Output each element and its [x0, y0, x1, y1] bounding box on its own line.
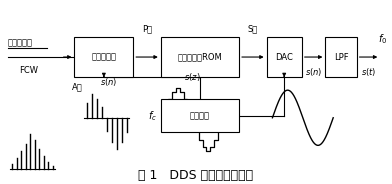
Text: FCW: FCW — [19, 66, 38, 75]
Text: 频率控制字: 频率控制字 — [8, 39, 33, 48]
Text: 相位累加器: 相位累加器 — [91, 53, 116, 61]
Text: P位: P位 — [142, 24, 152, 33]
Text: 参考时钟: 参考时钟 — [190, 112, 210, 120]
Text: A位: A位 — [72, 83, 83, 92]
Text: 图 1   DDS 输出的原理框图: 图 1 DDS 输出的原理框图 — [138, 169, 254, 182]
Text: DAC: DAC — [275, 53, 293, 61]
Text: $s(n)$: $s(n)$ — [100, 76, 118, 88]
Text: $s(z)$: $s(z)$ — [184, 71, 200, 83]
Text: 正弦查询表ROM: 正弦查询表ROM — [178, 53, 222, 61]
Bar — [74, 37, 133, 77]
Text: $s(t)$: $s(t)$ — [361, 66, 376, 78]
Text: $s(n)$: $s(n)$ — [305, 66, 322, 78]
Bar — [161, 37, 239, 77]
Text: S位: S位 — [248, 24, 258, 33]
Bar — [325, 37, 357, 77]
Bar — [161, 99, 239, 132]
Text: $f_c$: $f_c$ — [148, 109, 157, 123]
Text: LPF: LPF — [334, 53, 348, 61]
Text: $f_0$: $f_0$ — [378, 32, 388, 46]
Bar — [267, 37, 302, 77]
